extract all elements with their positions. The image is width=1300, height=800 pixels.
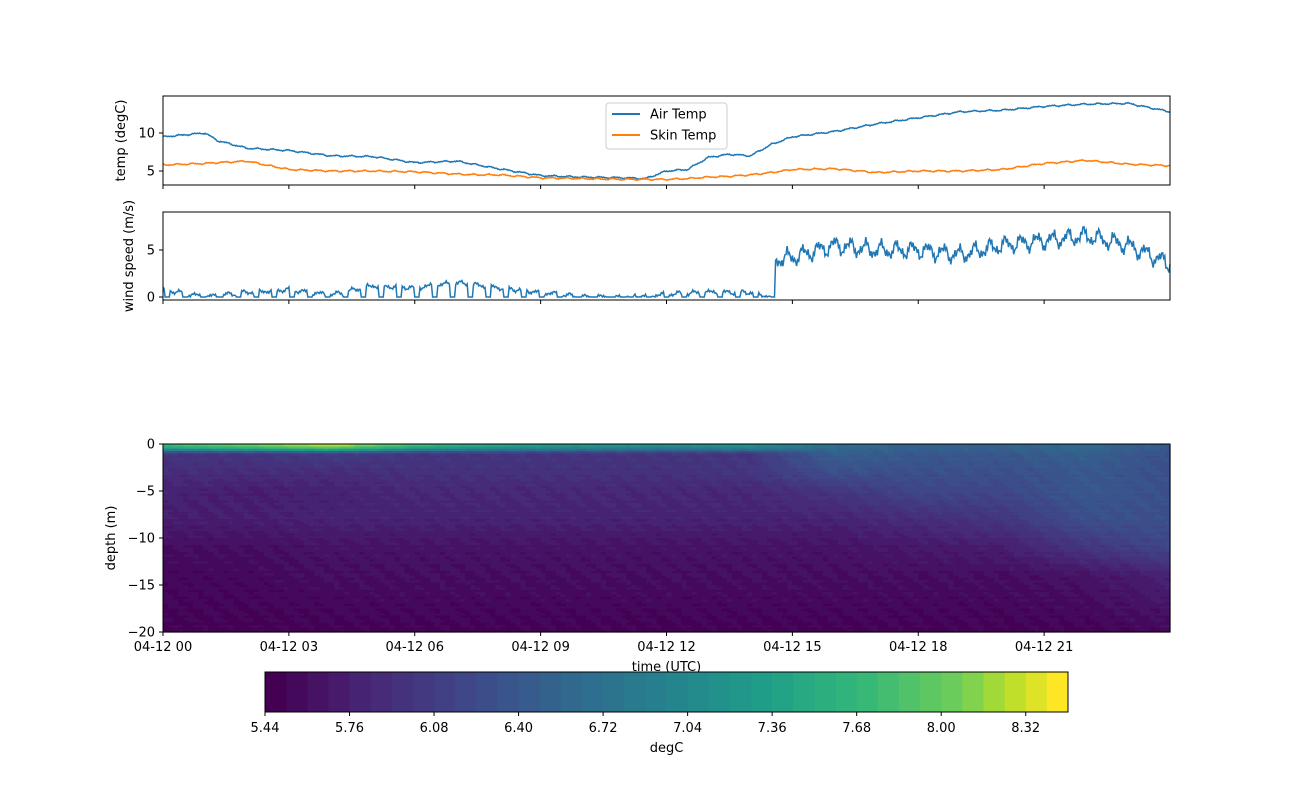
depth-temperature-heatmap [163,444,1171,633]
